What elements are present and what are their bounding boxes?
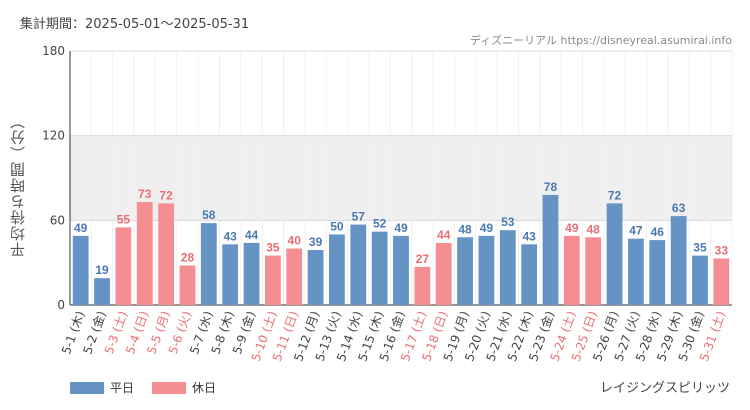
bar <box>585 237 602 305</box>
bar <box>350 224 367 305</box>
data-label: 53 <box>501 215 515 229</box>
data-label: 49 <box>480 221 494 235</box>
bar <box>307 249 324 305</box>
period-label: 集計期間：2025-05-01～2025-05-31 <box>20 17 250 32</box>
bar <box>649 240 666 305</box>
bar <box>115 227 132 305</box>
data-label: 49 <box>394 221 408 235</box>
data-label: 35 <box>266 241 280 255</box>
legend: 平日 休日 <box>70 379 234 396</box>
data-label: 49 <box>565 221 579 235</box>
data-label: 57 <box>352 210 366 224</box>
bar <box>200 223 217 305</box>
data-label: 44 <box>437 228 451 242</box>
bar <box>136 201 153 305</box>
bar <box>371 231 388 305</box>
bar <box>329 234 345 305</box>
bar <box>542 194 559 305</box>
bar <box>435 242 452 305</box>
legend-weekday-swatch <box>70 381 104 394</box>
bar <box>158 203 174 305</box>
bar <box>179 265 196 305</box>
bar <box>243 242 260 305</box>
data-label: 48 <box>458 222 472 236</box>
legend-holiday-swatch <box>152 381 187 394</box>
bar <box>670 216 687 305</box>
y-tick-label: 180 <box>42 44 65 58</box>
data-label: 39 <box>309 235 323 249</box>
y-tick-label: 60 <box>50 213 65 227</box>
bar <box>628 238 644 305</box>
legend-holiday: 休日 <box>152 379 216 396</box>
data-label: 43 <box>223 229 237 243</box>
bar <box>222 244 239 305</box>
bar <box>414 266 431 305</box>
legend-holiday-label: 休日 <box>192 381 217 395</box>
data-label: 48 <box>587 222 601 236</box>
bar <box>521 244 538 305</box>
data-label: 28 <box>181 250 195 264</box>
data-label: 55 <box>117 212 131 226</box>
y-tick-label: 0 <box>57 298 65 312</box>
data-label: 35 <box>693 241 707 255</box>
bar <box>499 230 516 305</box>
y-tick-label: 120 <box>42 129 65 143</box>
data-label: 46 <box>651 225 665 239</box>
bar <box>94 278 110 305</box>
data-label: 72 <box>608 188 622 202</box>
data-label: 52 <box>373 217 387 231</box>
data-label: 19 <box>95 263 109 277</box>
bar <box>457 237 473 305</box>
data-label: 63 <box>672 201 686 215</box>
bar <box>692 255 708 305</box>
legend-weekday-label: 平日 <box>110 381 135 395</box>
data-label: 43 <box>522 229 536 243</box>
legend-weekday: 平日 <box>70 379 134 396</box>
bar <box>72 235 89 305</box>
site-credit: ディズニーリアル https://disneyreal.asumirai.inf… <box>469 34 732 47</box>
bar <box>286 248 303 305</box>
bar <box>264 255 281 305</box>
bar <box>713 258 730 305</box>
data-label: 78 <box>544 180 558 194</box>
bar <box>478 235 495 305</box>
data-label: 33 <box>715 243 729 257</box>
data-label: 72 <box>159 188 173 202</box>
data-label: 40 <box>288 234 302 248</box>
data-label: 49 <box>74 221 88 235</box>
bar <box>563 235 580 305</box>
bar <box>393 235 409 305</box>
data-label: 27 <box>416 252 430 266</box>
data-label: 50 <box>330 219 344 233</box>
data-label: 44 <box>245 228 259 242</box>
data-label: 47 <box>629 224 643 238</box>
attraction-name: レイジングスピリッツ <box>599 381 730 396</box>
bar <box>606 203 623 305</box>
data-label: 73 <box>138 187 152 201</box>
data-label: 58 <box>202 208 216 222</box>
